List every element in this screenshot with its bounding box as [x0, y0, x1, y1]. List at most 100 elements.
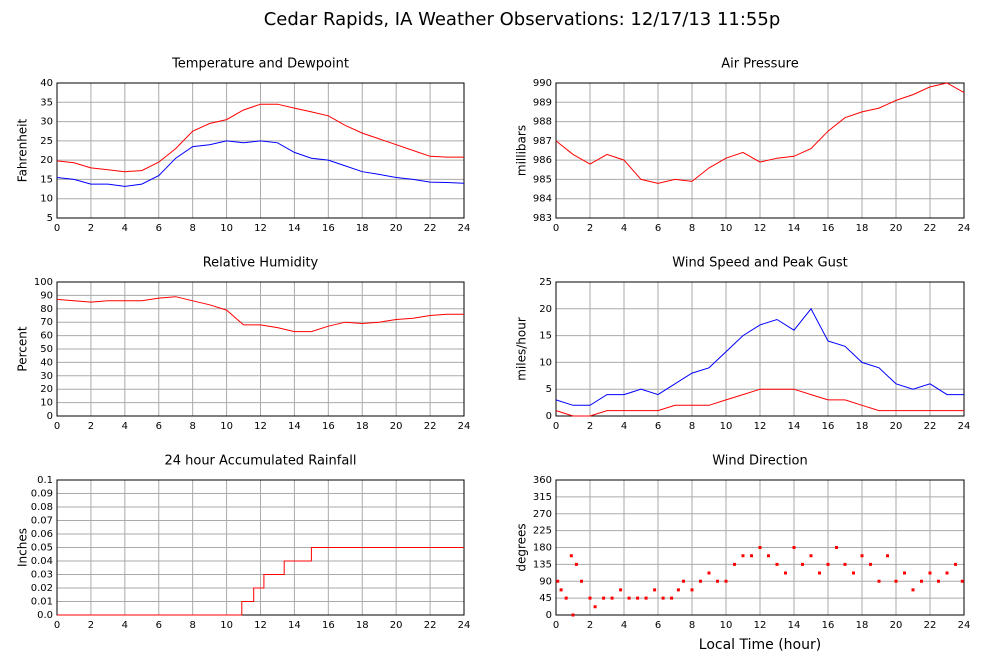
data-point	[574, 562, 578, 566]
x-tick-label: 4	[621, 620, 627, 631]
data-point	[716, 579, 719, 583]
y-axis-label: degrees	[515, 523, 529, 571]
data-point	[767, 554, 770, 558]
y-tick-label: 135	[533, 559, 552, 570]
data-line	[56, 140, 465, 187]
data-point	[733, 562, 736, 566]
data-point	[564, 596, 568, 600]
y-tick-label: 15	[539, 331, 552, 342]
data-point	[835, 546, 838, 549]
x-tick-label: 0	[54, 223, 60, 234]
x-tick-label: 10	[220, 421, 233, 432]
y-tick-label: 0.09	[31, 489, 53, 500]
y-tick-label: 0.0	[37, 610, 53, 621]
x-tick-label: 4	[122, 620, 128, 631]
y-tick-label: 0.01	[31, 597, 53, 608]
data-point	[750, 554, 753, 558]
plot-frame	[56, 281, 465, 417]
data-point	[588, 596, 592, 600]
panel-title: Wind Speed and Peak Gust	[672, 256, 847, 271]
y-tick-label: 988	[533, 117, 552, 128]
data-point	[928, 571, 932, 575]
x-tick-label: 14	[788, 620, 801, 631]
data-point	[843, 562, 847, 566]
data-point	[569, 554, 573, 558]
y-axis-label: Percent	[16, 326, 30, 371]
x-tick-label: 10	[220, 620, 233, 631]
x-tick-label: 12	[254, 620, 267, 631]
x-tick-label: 20	[390, 620, 403, 631]
plot-frame	[56, 82, 465, 219]
panel-title: Air Pressure	[721, 57, 799, 72]
data-point	[945, 571, 949, 575]
y-tick-label: 90	[539, 576, 552, 587]
y-tick-label: 40	[40, 78, 53, 89]
y-tick-label: 60	[40, 331, 53, 342]
x-tick-label: 6	[156, 620, 162, 631]
x-tick-label: 0	[54, 620, 60, 631]
data-point	[682, 579, 685, 583]
y-tick-label: 360	[533, 475, 552, 486]
y-tick-label: 983	[533, 213, 552, 224]
data-point	[818, 571, 821, 575]
x-tick-label: 22	[924, 421, 937, 432]
x-tick-label: 16	[322, 620, 335, 631]
y-tick-label: 10	[40, 194, 53, 205]
data-point	[670, 596, 674, 600]
x-tick-label: 6	[655, 421, 661, 432]
data-line	[555, 307, 964, 406]
page-title: Cedar Rapids, IA Weather Observations: 1…	[264, 9, 781, 30]
data-point	[699, 579, 702, 583]
x-tick-label: 16	[822, 421, 835, 432]
x-tick-label: 4	[621, 421, 627, 432]
y-tick-label: 100	[34, 277, 53, 288]
data-point	[690, 588, 694, 592]
y-tick-label: 0.04	[31, 556, 53, 567]
x-tick-label: 14	[288, 223, 301, 234]
x-tick-label: 22	[424, 223, 437, 234]
y-tick-label: 0.03	[31, 570, 53, 581]
x-tick-label: 20	[390, 421, 403, 432]
x-tick-label: 14	[288, 620, 301, 631]
data-point	[775, 562, 779, 566]
y-axis-label: Fahrenheit	[16, 118, 30, 182]
x-tick-label: 16	[822, 223, 835, 234]
y-tick-label: 50	[40, 344, 53, 355]
panel-title: Temperature and Dewpoint	[171, 57, 349, 72]
data-point	[903, 571, 906, 575]
x-tick-label: 2	[587, 620, 593, 631]
x-tick-label: 0	[54, 421, 60, 432]
data-point	[758, 546, 762, 549]
x-tick-label: 8	[189, 223, 195, 234]
data-line	[56, 103, 464, 173]
x-tick-label: 16	[822, 620, 835, 631]
x-tick-label: 22	[924, 223, 937, 234]
x-tick-label: 8	[189, 620, 195, 631]
x-tick-label: 22	[424, 421, 437, 432]
panel-title: 24 hour Accumulated Rainfall	[164, 454, 356, 469]
x-tick-label: 0	[553, 223, 559, 234]
data-point	[911, 588, 915, 592]
data-point	[954, 562, 957, 566]
panel-title: Wind Direction	[712, 454, 808, 469]
y-tick-label: 0.08	[31, 502, 53, 513]
x-tick-label: 12	[754, 421, 767, 432]
plot-frame	[555, 281, 965, 417]
x-tick-label: 12	[254, 421, 267, 432]
y-tick-label: 0	[546, 411, 552, 422]
x-tick-label: 12	[754, 620, 767, 631]
x-tick-label: 24	[458, 620, 471, 631]
data-point	[636, 596, 640, 600]
panel-title: Relative Humidity	[203, 256, 319, 271]
data-point	[580, 579, 583, 583]
y-tick-label: 30	[40, 371, 53, 382]
data-point	[741, 554, 745, 558]
data-point	[556, 579, 560, 583]
y-tick-label: 10	[539, 357, 552, 368]
y-tick-label: 0.1	[37, 475, 53, 486]
data-point	[792, 546, 796, 549]
x-tick-label: 8	[689, 223, 695, 234]
data-point	[661, 596, 665, 600]
data-point	[826, 562, 830, 566]
data-point	[619, 588, 623, 592]
